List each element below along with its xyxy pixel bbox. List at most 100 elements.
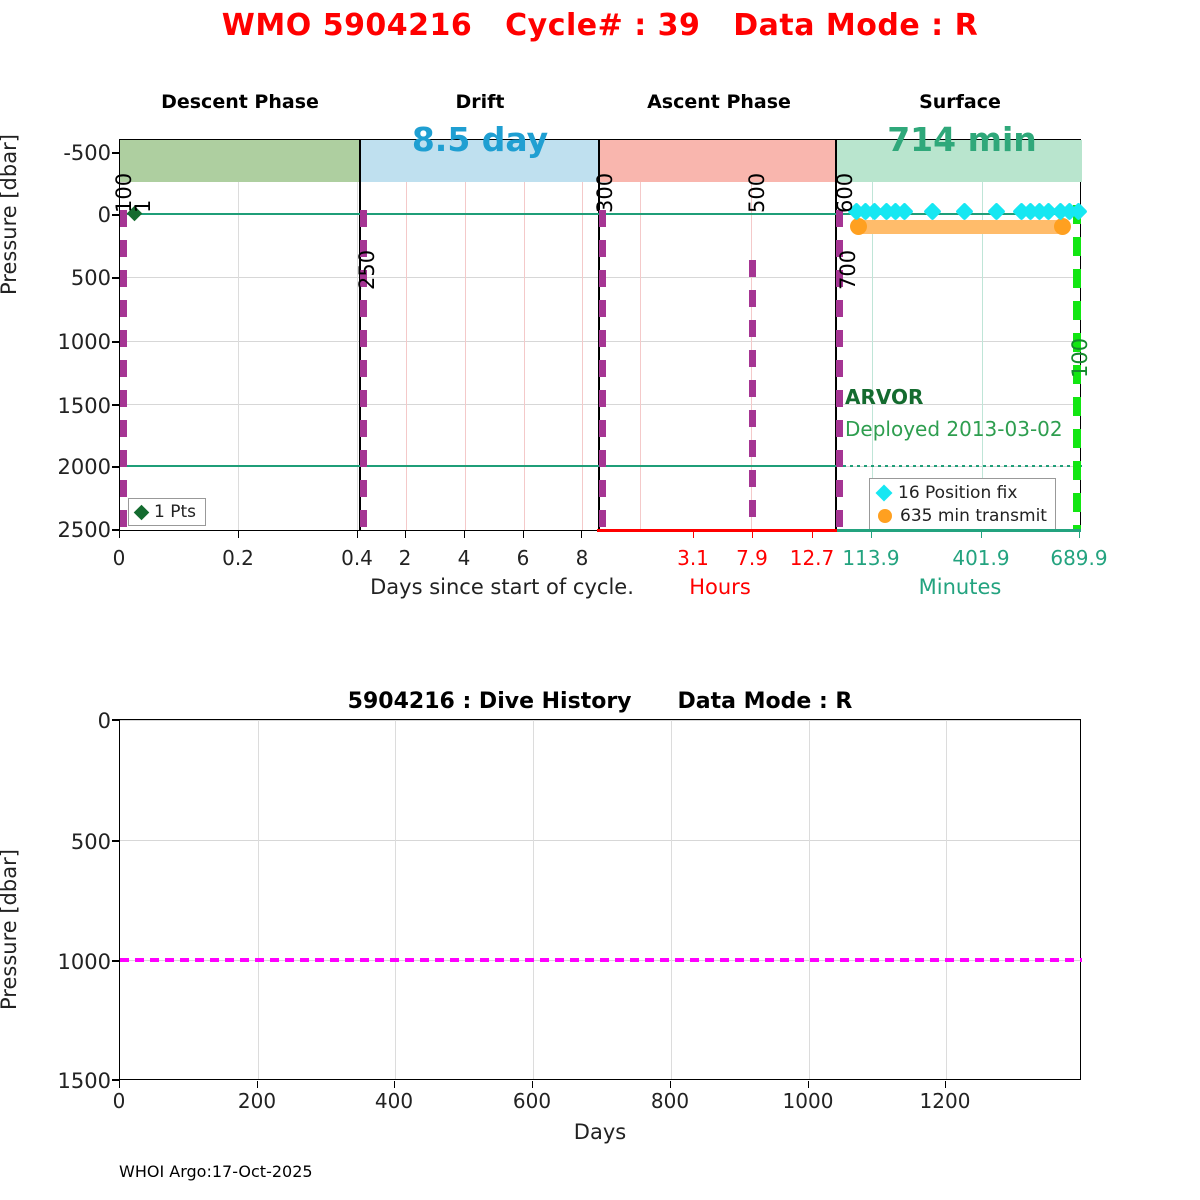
xtick-mark <box>464 531 466 538</box>
xtick-label-days: 6 <box>516 546 530 570</box>
ytick-top-1000: 1000 <box>57 330 111 354</box>
park-depth-line <box>120 958 1082 962</box>
page-title: WMO 5904216 Cycle# : 39 Data Mode : R <box>221 8 979 43</box>
xtick-mark <box>670 1081 672 1088</box>
profile-points-legend-label: 1 Pts <box>154 502 196 522</box>
xtick-mark <box>981 531 983 538</box>
phase-band-ascent <box>598 140 835 182</box>
event-label-next-100: 100 <box>1068 337 1092 378</box>
position-fix-marker <box>987 202 1006 221</box>
event-line-next-cycle <box>1073 205 1081 530</box>
gridline-v <box>872 140 873 530</box>
ytick-top-1500: 1500 <box>57 394 111 418</box>
segment-divider <box>359 140 361 530</box>
event-line-mid-ascent <box>749 260 756 530</box>
xtick-mark <box>945 1081 947 1088</box>
deployment-date-label: Deployed 2013-03-02 <box>845 417 1063 441</box>
ytick-top-2500: 2500 <box>57 518 111 542</box>
ytick-mark <box>112 152 120 154</box>
ytick-mark <box>112 1079 120 1081</box>
ytick-top--500: -500 <box>63 141 111 165</box>
gridline-v <box>671 720 672 1079</box>
transmit-band <box>856 220 1064 234</box>
gridline-v <box>640 140 641 530</box>
ytick-mark <box>112 214 120 216</box>
xtick-mark <box>871 531 873 538</box>
phase-title-surface: Surface <box>919 91 1001 113</box>
xtick-mark <box>812 531 814 538</box>
xtick-mark <box>405 531 407 538</box>
xtick-label-hours: 7.9 <box>736 546 768 570</box>
bottom-panel-ylabel: Pressure [dbar] <box>0 849 21 1010</box>
ytick-bottom-500: 500 <box>70 830 111 854</box>
ytick-mark <box>112 719 120 721</box>
xtick-mark <box>808 1081 810 1088</box>
xtick-mark <box>532 1081 534 1088</box>
park-pressure-line-dotted <box>836 465 1082 467</box>
xtick-label-dive-600: 600 <box>512 1089 552 1113</box>
position-fix-marker <box>955 202 974 221</box>
cyan-diamond-icon <box>875 484 893 501</box>
xtick-label-days: 2 <box>398 546 412 570</box>
legend-row-transmit: 635 min transmit <box>878 504 1047 527</box>
phase-band-descent <box>120 140 359 182</box>
event-label-1: 1 <box>131 199 155 213</box>
xtick-mark <box>581 531 583 538</box>
position-fix-marker <box>923 202 942 221</box>
position-fix-legend-label: 16 Position fix <box>898 482 1018 503</box>
transmit-end-marker <box>1054 218 1071 235</box>
xtick-mark <box>119 1081 121 1088</box>
ytick-bottom-1500: 1500 <box>57 1069 111 1093</box>
dive-history-title: 5904216 : Dive History Data Mode : R <box>347 689 853 714</box>
gridline-v <box>982 140 983 530</box>
xaxis-name-hours: Hours <box>689 575 751 599</box>
phase-title-ascent: Ascent Phase <box>647 91 791 113</box>
xtick-label-dive-800: 800 <box>650 1089 690 1113</box>
xaxis-name-days: Days since start of cycle. <box>370 575 634 599</box>
transmit-start-marker <box>850 218 867 235</box>
hours-axis-spine <box>597 529 837 532</box>
ytick-mark <box>112 341 120 343</box>
gridline-v <box>406 140 407 530</box>
ytick-top-500: 500 <box>70 266 111 290</box>
minutes-axis-spine <box>837 529 1081 532</box>
ytick-top-0: 0 <box>97 203 111 227</box>
drift-duration-value: 8.5 day <box>411 120 549 159</box>
xtick-mark <box>257 1081 259 1088</box>
dive-history-plot <box>119 719 1082 1080</box>
top-panel-ylabel: Pressure [dbar] <box>0 134 21 295</box>
gridline-v <box>238 140 239 530</box>
gridline-v <box>357 140 358 530</box>
xtick-label-dive-200: 200 <box>237 1089 277 1113</box>
ytick-mark <box>112 404 120 406</box>
gridline-v <box>582 140 583 530</box>
xtick-mark <box>238 531 240 538</box>
ytick-top-2000: 2000 <box>57 455 111 479</box>
xtick-label-minutes: 401.9 <box>952 546 1010 570</box>
xtick-label-hours: 3.1 <box>677 546 709 570</box>
xtick-label-minutes: 113.9 <box>842 546 900 570</box>
park-pressure-line <box>120 465 836 468</box>
green-diamond-icon <box>133 504 150 520</box>
event-line-ascent-start <box>599 210 606 530</box>
xtick-label-hours: 12.7 <box>789 546 835 570</box>
event-label-600: 600 <box>833 172 857 213</box>
surface-duration-value: 714 min <box>887 120 1037 159</box>
xtick-label-days: 4 <box>457 546 471 570</box>
event-line-surface-start <box>836 210 843 530</box>
cycle-profile-plot: ARVOR Deployed 2013-03-02 <box>119 139 1088 531</box>
xtick-label-days: 0.2 <box>222 546 254 570</box>
phase-band-surface <box>835 140 1082 182</box>
xtick-mark <box>394 1081 396 1088</box>
phase-title-drift: Drift <box>455 91 505 113</box>
gridline-v <box>395 720 396 1079</box>
event-label-700: 700 <box>836 249 860 290</box>
event-label-250: 250 <box>355 249 379 290</box>
gridline-h <box>120 720 1080 721</box>
gridline-v <box>524 140 525 530</box>
ytick-mark <box>112 960 120 962</box>
segment-divider <box>835 140 837 530</box>
xtick-label-dive-1000: 1000 <box>782 1089 834 1113</box>
xtick-label-dive-1200: 1200 <box>919 1089 971 1113</box>
xaxis-name-dive-days: Days <box>573 1120 627 1144</box>
